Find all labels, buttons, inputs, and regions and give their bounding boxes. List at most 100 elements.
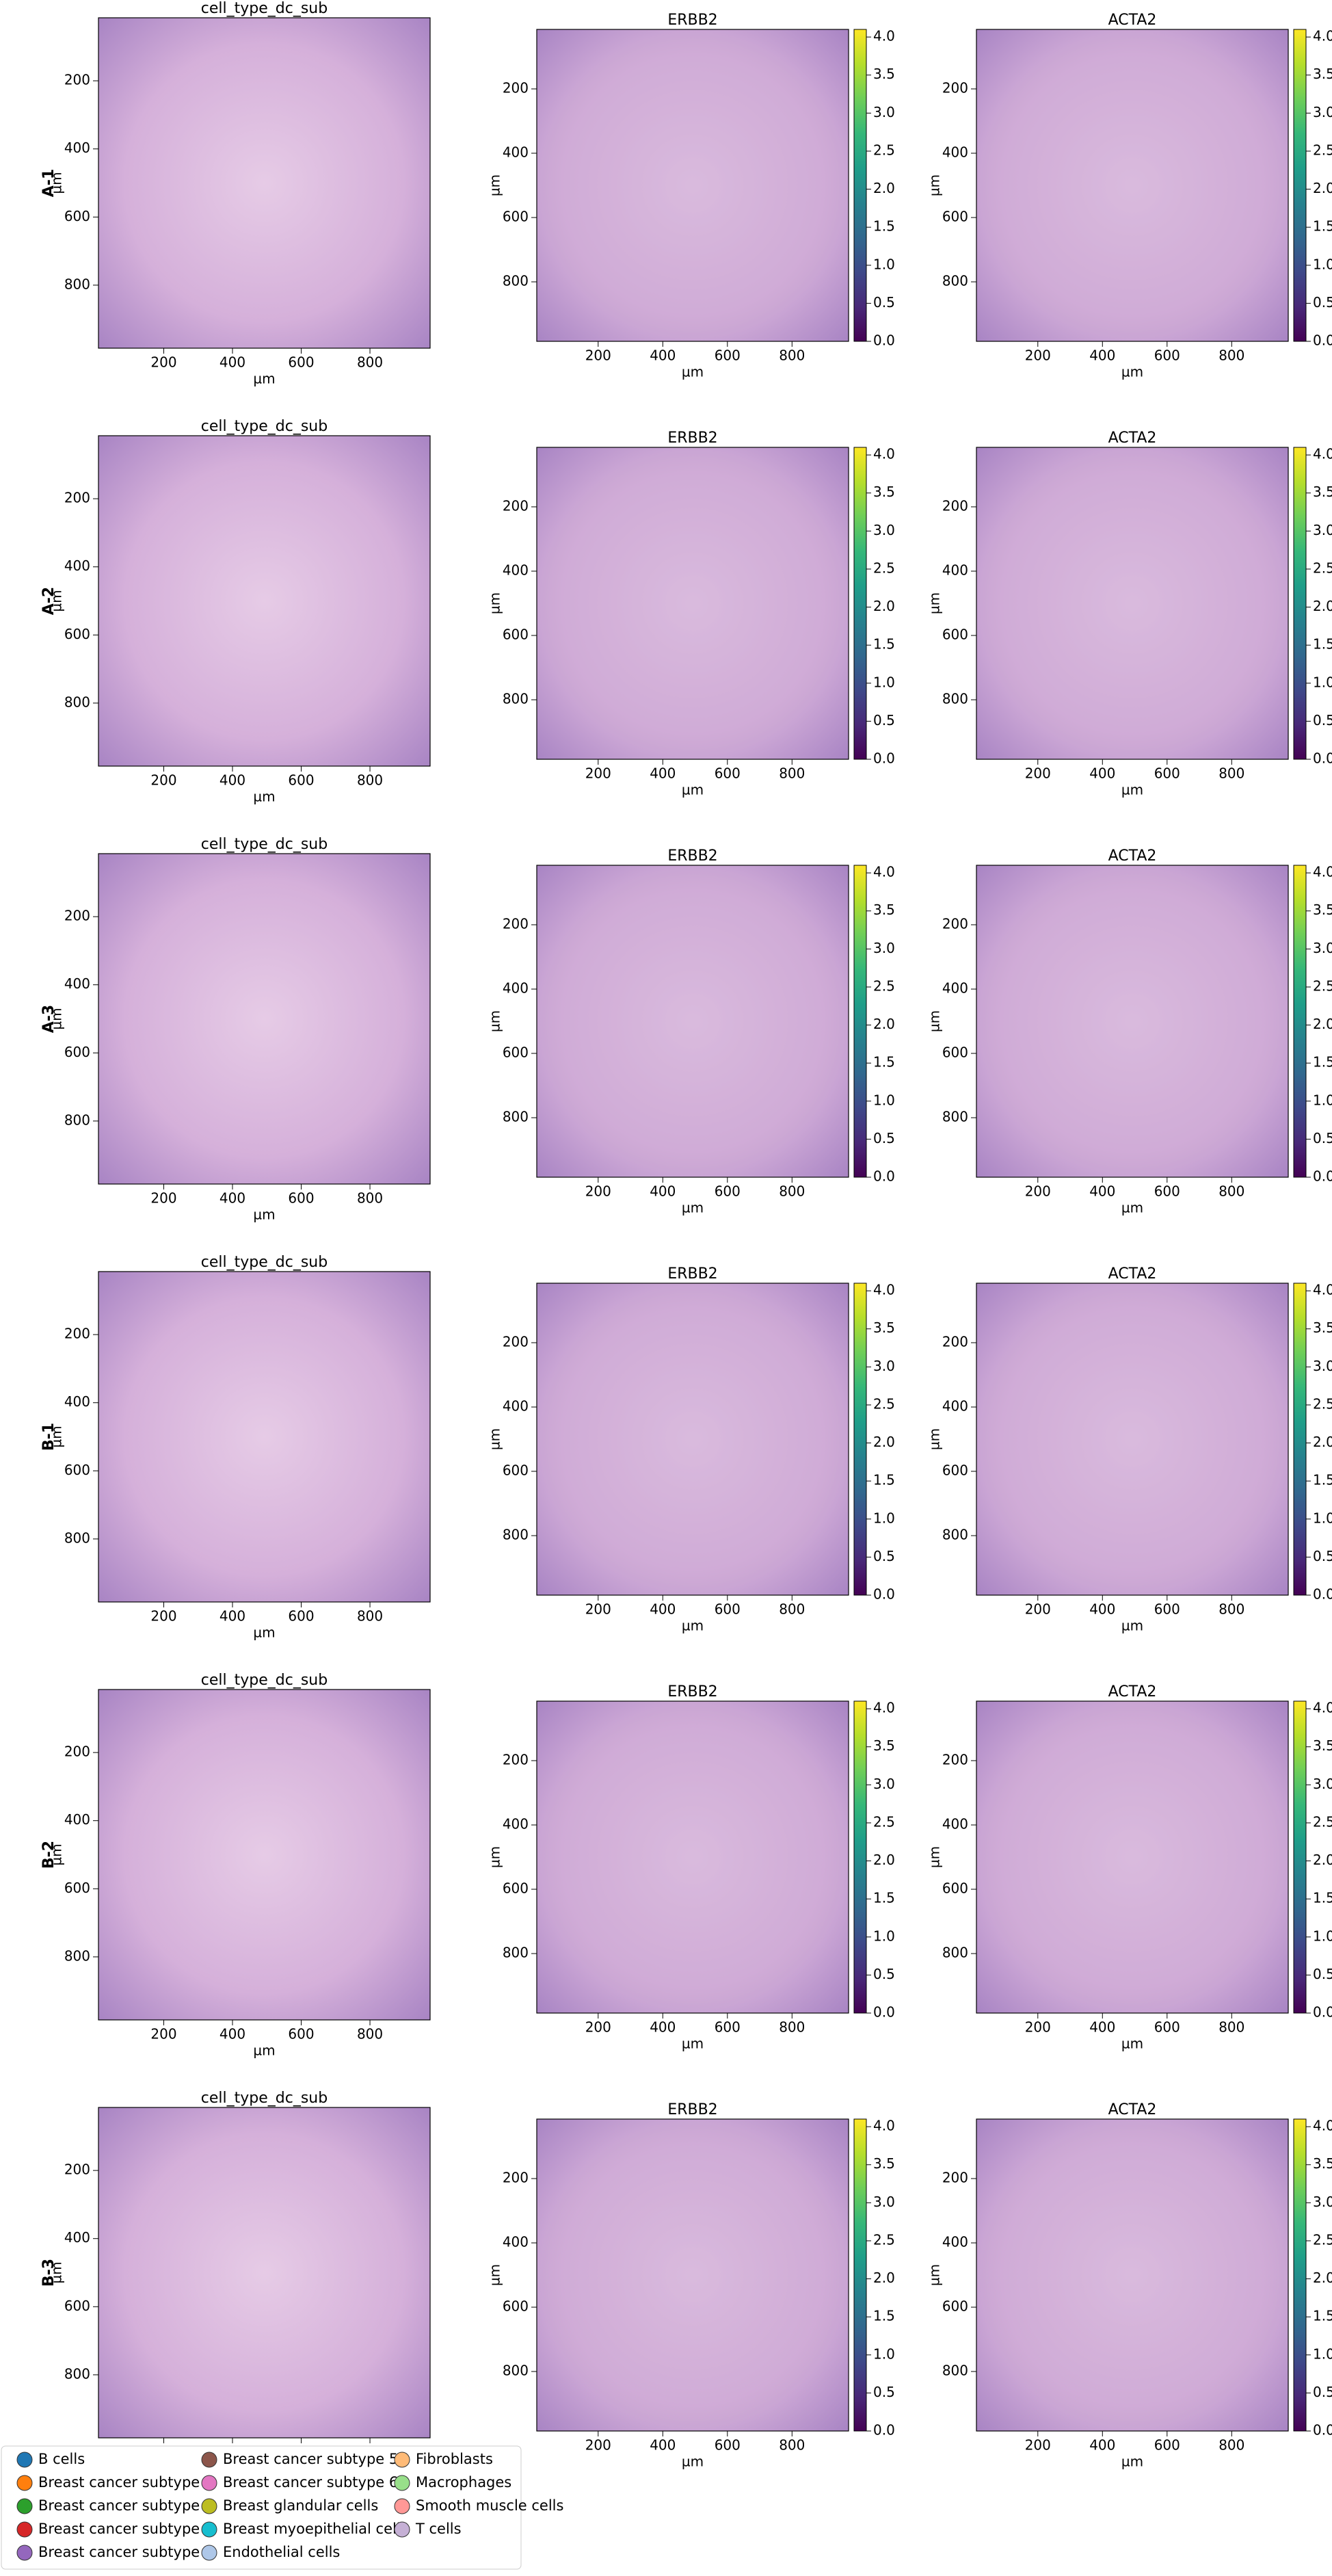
y-tick-label: 200 [503,497,529,514]
colorbar-tick-label: 0.0 [873,332,895,349]
x-axis-label: µm [682,2036,704,2052]
colorbar-tick-label: 1.0 [873,1092,895,1108]
colorbar-tick-label: 3.0 [1313,104,1332,120]
colorbar-tick-label: 1.5 [873,218,895,235]
legend-marker [201,2521,217,2538]
y-tick-label: 200 [503,1751,529,1767]
x-tick-label: 800 [779,1183,805,1200]
x-tick-label: 800 [357,1190,383,1207]
tissue-image [976,29,1288,341]
colorbar-tick-label: 2.0 [1313,1852,1332,1868]
y-tick-label: 200 [503,2169,529,2185]
colorbar-tick-label: 1.0 [1313,256,1332,272]
legend-label: Breast cancer subtype 1 [38,2474,213,2490]
legend-marker [16,2498,33,2514]
x-tick-label: 200 [1025,2019,1051,2036]
y-tick-label: 800 [64,276,90,292]
x-tick-label: 800 [1218,1183,1244,1200]
x-tick-label: 800 [1218,765,1244,782]
y-tick-label: 800 [503,1109,529,1125]
colorbar-tick-label: 1.0 [873,256,895,272]
colorbar-tick-label: 2.0 [873,1016,895,1032]
x-tick-label: 600 [288,1608,314,1625]
colorbar-tick-label: 1.5 [873,1890,895,1906]
x-axis-label: µm [682,2454,704,2470]
x-tick-label: 200 [585,1183,611,1200]
colorbar [853,1700,867,2014]
y-axis-label: µm [487,592,503,614]
colorbar-tick-label: 1.0 [1313,1928,1332,1944]
x-tick-label: 600 [288,354,314,371]
colorbar-tick-label: 3.0 [873,1358,895,1374]
y-tick-label: 800 [64,2365,90,2382]
x-tick-label: 800 [357,354,383,371]
panel-title: ACTA2 [1108,2101,1157,2118]
x-tick-label: 600 [715,347,741,364]
x-tick-label: 600 [1154,1183,1180,1200]
tissue-core [979,868,1286,1174]
y-tick-label: 800 [64,1529,90,1546]
colorbar [1293,1700,1307,2014]
y-tick-label: 400 [64,2229,90,2246]
x-tick-label: 600 [1154,2437,1180,2454]
colorbar-tick-label: 3.0 [873,1776,895,1792]
y-tick-label: 400 [64,1811,90,1828]
y-tick-label: 600 [942,209,968,225]
colorbar-tick-label: 3.0 [1313,2194,1332,2210]
x-tick-label: 400 [650,1601,676,1618]
legend-label: Smooth muscle cells [416,2497,563,2514]
x-axis-label: µm [682,364,704,380]
y-axis-label: µm [487,2264,503,2286]
colorbar-tick-label: 1.0 [873,674,895,690]
x-tick-label: 400 [1089,2019,1115,2036]
colorbar-tick-label: 0.5 [1313,294,1332,311]
axes-frame [976,447,1289,760]
colorbar-tick-label: 4.0 [873,1282,895,1298]
colorbar-tick-label: 1.5 [1313,636,1332,653]
y-axis-label: µm [49,2261,65,2283]
axes-frame [98,435,431,767]
colorbar-tick-label: 3.0 [1313,940,1332,956]
y-tick-label: 400 [942,980,968,996]
legend-label: Breast cancer subtype 6 [223,2474,398,2490]
tissue-image [537,865,849,1177]
colorbar-tick-label: 3.5 [1313,484,1332,500]
tissue-image [537,1701,849,2013]
y-tick-label: 800 [503,1945,529,1961]
colorbar [1293,1283,1307,1596]
colorbar [1293,2118,1307,2432]
axes-frame [98,1689,431,2021]
colorbar-tick-label: 1.5 [873,1054,895,1070]
y-tick-label: 800 [942,1945,968,1961]
y-tick-label: 200 [942,915,968,932]
panel-title: cell_type_dc_sub [201,836,328,853]
x-tick-label: 800 [779,347,805,364]
colorbar-tick-label: 1.0 [1313,1510,1332,1526]
colorbar-tick-label: 3.0 [873,104,895,120]
colorbar-tick-label: 0.0 [1313,1586,1332,1603]
tissue-image [537,447,849,759]
colorbar-tick-label: 2.5 [873,142,895,158]
x-tick-label: 200 [1025,2437,1051,2454]
colorbar-tick-label: 2.0 [1313,598,1332,614]
colorbar-tick-label: 3.0 [1313,1358,1332,1374]
y-tick-label: 400 [942,2233,968,2250]
y-axis-label: µm [49,1008,65,1029]
colorbar-tick-label: 3.0 [873,522,895,538]
y-tick-label: 400 [503,980,529,996]
x-axis-label: µm [1121,2454,1143,2470]
colorbar-tick-label: 3.5 [873,2155,895,2172]
legend-marker [201,2498,217,2514]
panel-title: ERBB2 [667,1683,717,1700]
axes-frame [536,865,849,1178]
colorbar-tick-label: 2.5 [1313,1395,1332,1412]
x-tick-label: 600 [1154,2019,1180,2036]
legend-marker [201,2545,217,2561]
x-tick-label: 600 [715,1601,741,1618]
legend-marker [394,2521,410,2538]
panel-title: cell_type_dc_sub [201,0,328,17]
x-tick-label: 600 [288,2026,314,2042]
colorbar-tick-label: 3.0 [873,940,895,956]
axes-frame [98,853,431,1185]
x-tick-label: 400 [219,1190,245,1207]
